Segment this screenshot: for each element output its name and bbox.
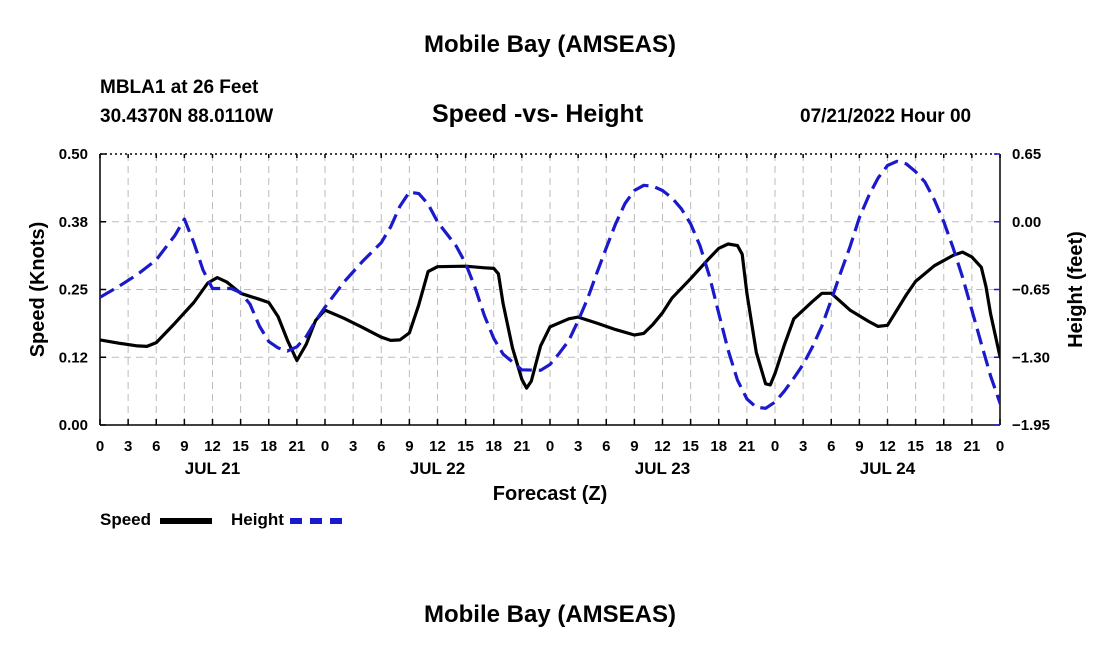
x-tick-label: 12 xyxy=(429,438,446,455)
x-tick-label: 21 xyxy=(289,438,306,455)
y-tick-label: 0.50 xyxy=(59,146,88,163)
x-day-label: JUL 21 xyxy=(185,459,240,478)
x-tick-label: 18 xyxy=(710,438,727,455)
legend-height-label: Height xyxy=(231,510,284,529)
x-tick-label: 3 xyxy=(124,438,132,455)
y2-tick-label: 0.65 xyxy=(1012,146,1041,163)
legend-height-swatch xyxy=(290,518,342,524)
x-tick-label: 12 xyxy=(654,438,671,455)
y-tick-label: 0.25 xyxy=(59,282,88,299)
chart-title: Mobile Bay (AMSEAS) xyxy=(423,31,677,58)
x-tick-label: 18 xyxy=(260,438,277,455)
x-tick-label: 21 xyxy=(739,438,756,455)
x-tick-label: 0 xyxy=(771,438,779,455)
y2-axis-title: Height (feet) xyxy=(1065,231,1087,348)
x-axis-title: Forecast (Z) xyxy=(493,483,607,505)
y-axis-title: Speed (Knots) xyxy=(27,222,49,358)
x-tick-label: 18 xyxy=(485,438,502,455)
station-label: MBLA1 at 26 Feet xyxy=(100,77,259,98)
x-tick-label: 15 xyxy=(682,438,699,455)
series-speed-line xyxy=(100,242,1000,390)
x-tick-label: 3 xyxy=(799,438,807,455)
x-tick-label: 0 xyxy=(996,438,1004,455)
x-tick-label: 9 xyxy=(405,438,413,455)
x-tick-label: 6 xyxy=(827,438,835,455)
chart-subtitle: Speed -vs- Height xyxy=(432,100,644,128)
x-tick-label: 9 xyxy=(630,438,638,455)
x-tick-label: 3 xyxy=(349,438,357,455)
x-tick-label: 15 xyxy=(232,438,249,455)
run-time: 07/21/2022 Hour 00 xyxy=(800,106,972,127)
y-tick-label: 0.38 xyxy=(59,214,88,231)
x-day-label: JUL 22 xyxy=(410,459,465,478)
y2-tick-label: −0.65 xyxy=(1012,282,1050,299)
x-tick-label: 3 xyxy=(574,438,582,455)
x-tick-label: 21 xyxy=(964,438,981,455)
footer-title: Mobile Bay (AMSEAS) xyxy=(423,601,677,628)
x-tick-label: 18 xyxy=(935,438,952,455)
x-tick-label: 15 xyxy=(457,438,474,455)
x-tick-label: 6 xyxy=(602,438,610,455)
y2-tick-label: 0.00 xyxy=(1012,214,1041,231)
x-tick-label: 0 xyxy=(546,438,554,455)
y-tick-label: 0.12 xyxy=(59,349,88,366)
x-tick-label: 12 xyxy=(879,438,896,455)
y-tick-label: 0.00 xyxy=(59,417,88,434)
x-tick-label: 6 xyxy=(377,438,385,455)
legend-speed-swatch xyxy=(160,518,212,524)
x-tick-label: 15 xyxy=(907,438,924,455)
series-height-line xyxy=(100,159,1000,410)
x-tick-label: 12 xyxy=(204,438,221,455)
x-day-label: JUL 23 xyxy=(635,459,690,478)
x-tick-label: 9 xyxy=(855,438,863,455)
x-tick-label: 0 xyxy=(96,438,104,455)
y2-tick-label: −1.30 xyxy=(1012,349,1050,366)
legend-speed-label: Speed xyxy=(100,510,152,529)
y2-tick-label: −1.95 xyxy=(1012,417,1050,434)
x-tick-label: 0 xyxy=(321,438,329,455)
x-tick-label: 21 xyxy=(514,438,531,455)
station-coords: 30.4370N 88.0110W xyxy=(100,106,274,127)
x-day-label: JUL 24 xyxy=(860,459,916,478)
x-tick-label: 9 xyxy=(180,438,188,455)
x-tick-label: 6 xyxy=(152,438,160,455)
